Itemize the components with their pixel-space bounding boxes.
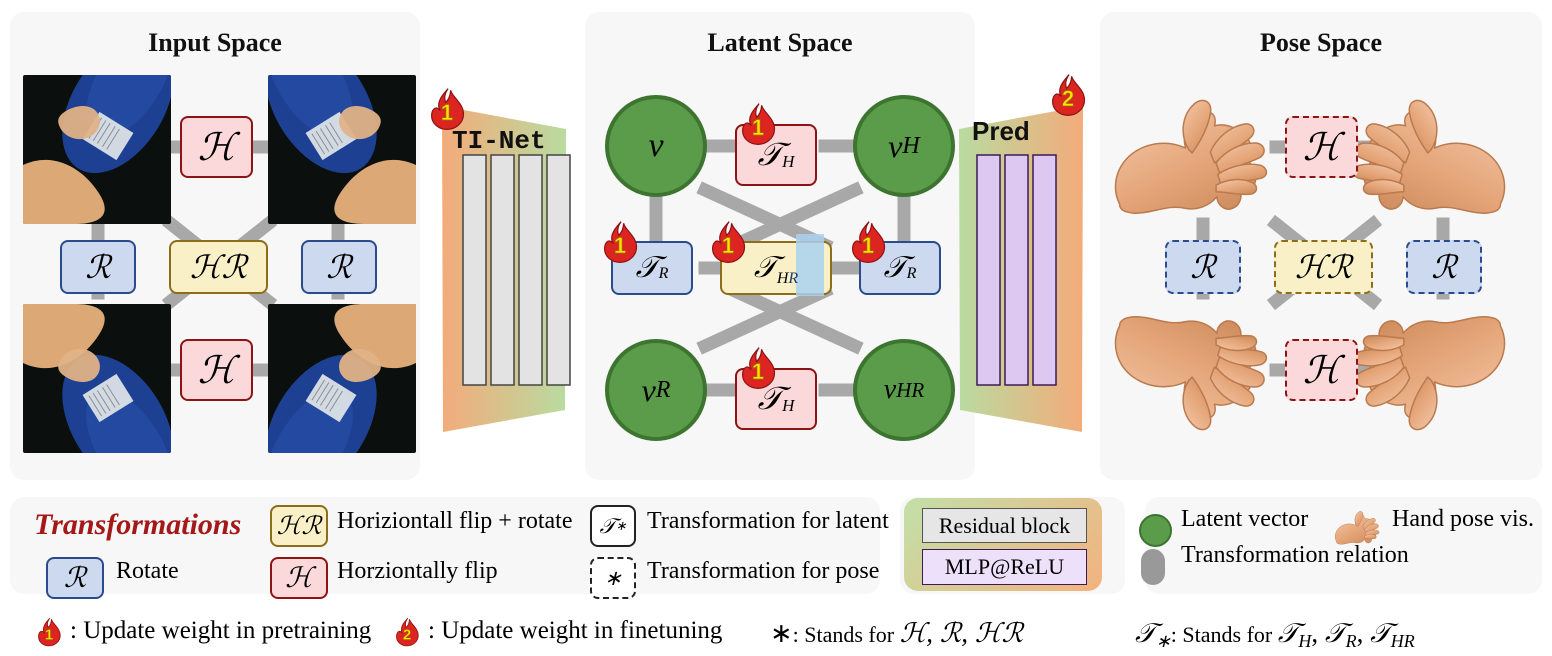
svg-text:1: 1 xyxy=(752,115,764,140)
svg-text:1: 1 xyxy=(722,233,734,258)
svg-text:Pred: Pred xyxy=(972,116,1030,146)
svg-text:2: 2 xyxy=(1062,86,1074,111)
svg-text:1: 1 xyxy=(752,359,764,384)
svg-text:1: 1 xyxy=(441,100,453,125)
svg-text:2: 2 xyxy=(403,627,411,644)
svg-text:1: 1 xyxy=(614,233,626,258)
svg-text:1: 1 xyxy=(45,627,53,644)
svg-text:1: 1 xyxy=(862,233,874,258)
